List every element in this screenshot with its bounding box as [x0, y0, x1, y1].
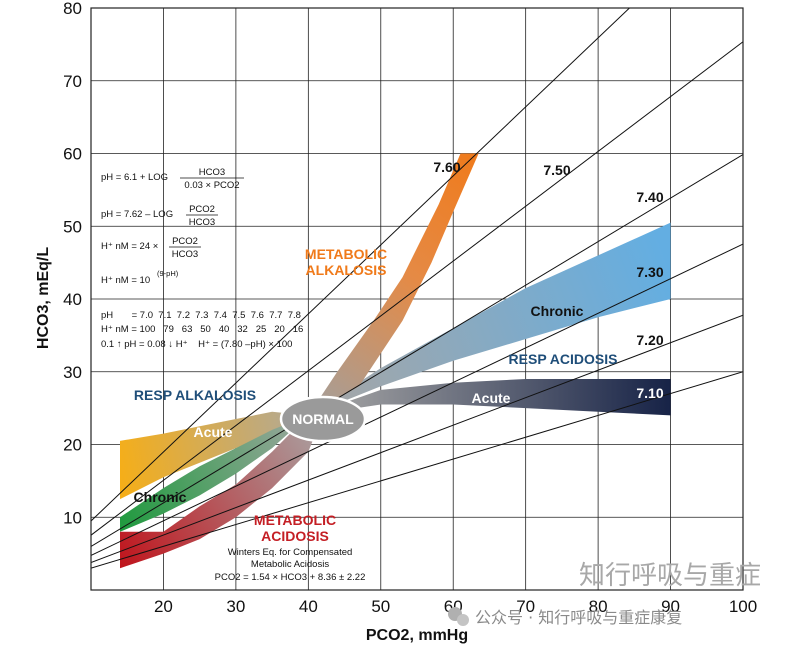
met-alk-label-2: ALKALOSIS	[306, 262, 387, 278]
isopleth-7-60	[91, 8, 630, 522]
x-tick-30: 30	[226, 597, 245, 616]
x-tick-80: 80	[589, 597, 608, 616]
eq3-lhs: H⁺ nM = 24 ×	[101, 241, 158, 252]
y-axis-label: HCO3, mEq/L	[35, 247, 52, 349]
watermark-title: 知行呼吸与重症	[579, 561, 761, 591]
iso-label-7-10: 7.10	[636, 385, 663, 401]
band-metabolic-acidosis	[120, 415, 323, 569]
band-metabolic-alkalosis	[308, 153, 479, 416]
rule-row: 0.1 ↑ pH = 0.08 ↓ H⁺ H⁺ = (7.80 –pH) × 1…	[101, 339, 292, 350]
eq2-den: HCO3	[189, 217, 215, 228]
winters-line1: Winters Eq. for Compensated	[228, 547, 353, 558]
resp-acid-label: RESP ACIDOSIS	[509, 351, 618, 367]
met-acid-label-2: ACIDOSIS	[261, 528, 329, 544]
eq1-den: 0.03 × PCO2	[184, 180, 239, 191]
met-acid-label-1: METABOLIC	[254, 512, 336, 528]
normal-ellipse	[279, 395, 367, 443]
equations-block: pH = 6.1 + LOG HCO3 0.03 × PCO2 pH = 7.6…	[101, 167, 365, 583]
y-tick-30: 30	[63, 363, 82, 382]
band-resp-acidosis-acute	[308, 379, 671, 416]
h-row: H⁺ nM = 100 79 63 50 40 32 25 20 16	[101, 324, 303, 335]
winters-line2: Metabolic Acidosis	[251, 559, 329, 570]
plot-frame	[90, 7, 744, 591]
isopleth-7-10	[91, 371, 743, 569]
iso-label-7-40: 7.40	[636, 189, 663, 205]
band-resp-alkalosis-acute	[120, 411, 309, 500]
isopleth-7-20	[91, 314, 743, 563]
x-tick-40: 40	[299, 597, 318, 616]
iso-label-7-60: 7.60	[433, 159, 460, 175]
resp-acid-acute-label: Acute	[472, 390, 511, 406]
x-tick-100: 100	[729, 597, 757, 616]
resp-acid-chronic-label: Chronic	[531, 303, 584, 319]
disorder-bands	[120, 153, 671, 569]
watermark-subtitle: 公众号 · 知行呼吸与重症康复	[475, 608, 682, 627]
x-tick-20: 20	[154, 597, 173, 616]
y-tick-70: 70	[63, 72, 82, 91]
eq4-sup: (9-pH)	[157, 269, 179, 278]
normal-label: NORMAL	[292, 411, 354, 427]
band-resp-acidosis-chronic	[308, 222, 671, 416]
y-tick-20: 20	[63, 436, 82, 455]
x-tick-50: 50	[371, 597, 390, 616]
eq1-lhs: pH = 6.1 + LOG	[101, 172, 168, 183]
eq4: H⁺ nM = 10	[101, 275, 150, 286]
met-alk-label-1: METABOLIC	[305, 246, 387, 262]
eq3-num: PCO2	[172, 236, 198, 247]
winters-line3: PCO2 = 1.54 × HCO3 + 8.36 ± 2.22	[215, 572, 366, 583]
iso-label-7-30: 7.30	[636, 264, 663, 280]
y-tick-40: 40	[63, 290, 82, 309]
resp-alk-acute-label: Acute	[194, 424, 233, 440]
iso-label-7-20: 7.20	[636, 332, 663, 348]
x-tick-90: 90	[661, 597, 680, 616]
eq2-lhs: pH = 7.62 – LOG	[101, 209, 173, 220]
x-axis-label: PCO2, mmHg	[366, 627, 468, 644]
y-tick-50: 50	[63, 217, 82, 236]
ph-row: pH = 7.0 7.1 7.2 7.3 7.4 7.5 7.6 7.7 7.8	[101, 310, 301, 321]
x-tick-70: 70	[516, 597, 535, 616]
eq1-num: HCO3	[199, 167, 225, 178]
ph-isopleths	[91, 8, 743, 569]
isopleth-7-40	[91, 154, 743, 547]
eq3-den: HCO3	[172, 249, 198, 260]
iso-label-7-50: 7.50	[543, 162, 570, 178]
wechat-icon	[448, 607, 469, 626]
isopleth-7-30	[91, 243, 743, 556]
isopleth-7-50	[91, 41, 743, 536]
y-tick-80: 80	[63, 0, 82, 18]
eq2-num: PCO2	[189, 204, 215, 215]
y-tick-60: 60	[63, 145, 82, 164]
resp-alk-chronic-label: Chronic	[134, 489, 187, 505]
resp-alk-label: RESP ALKALOSIS	[134, 387, 256, 403]
y-tick-10: 10	[63, 508, 82, 527]
